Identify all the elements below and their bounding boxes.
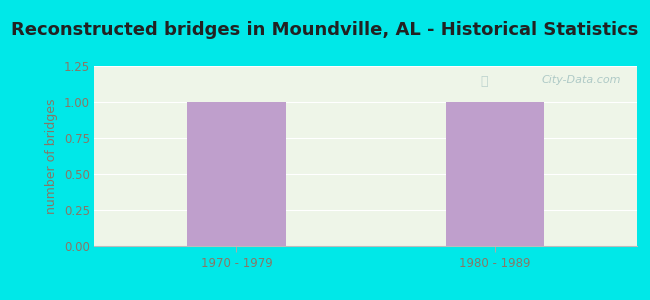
Y-axis label: number of bridges: number of bridges [46,98,58,214]
Bar [446,102,544,246]
Bar [187,102,285,246]
Text: City-Data.com: City-Data.com [541,75,621,85]
Text: Reconstructed bridges in Moundville, AL - Historical Statistics: Reconstructed bridges in Moundville, AL … [11,21,639,39]
Text: Ⓠ: Ⓠ [480,75,488,88]
